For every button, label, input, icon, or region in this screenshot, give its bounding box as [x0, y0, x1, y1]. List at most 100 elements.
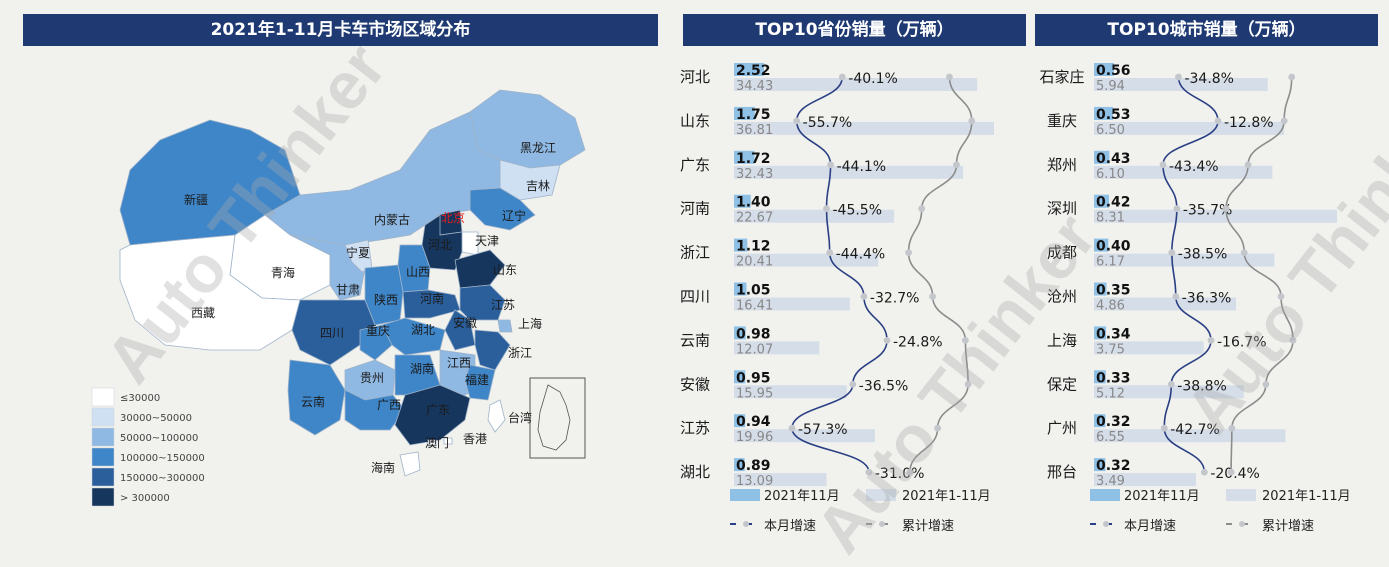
cumulative-bar-4	[734, 253, 879, 267]
cumulative-bar-3	[734, 209, 895, 223]
monthly-growth-label-2: -43.4%	[1169, 159, 1219, 175]
region-7	[289, 234, 366, 301]
monthly-growth-point-3	[1173, 205, 1181, 213]
category-label-7: 安徽	[680, 375, 710, 393]
legend-monthly-swatch	[730, 489, 760, 501]
monthly-growth-label-6: -16.7%	[1217, 334, 1267, 350]
cumulative-bar-9	[1094, 473, 1197, 487]
cumulative-bar-2	[734, 165, 964, 179]
monthly-bar-0	[734, 63, 764, 76]
monthly-growth-label-3: -35.7%	[1183, 203, 1233, 219]
region-label-27: 云南	[301, 394, 325, 409]
cumulative-value-4: 6.17	[1096, 255, 1125, 270]
category-label-2: 广东	[680, 156, 710, 174]
monthly-growth-label-1: -12.8%	[1224, 115, 1274, 131]
region-label-11: 河北	[428, 238, 452, 252]
monthly-growth-label-7: -36.5%	[859, 378, 909, 394]
monthly-bar-4	[734, 238, 748, 252]
cumulative-bar-4	[1094, 253, 1275, 267]
monthly-growth-label-4: -38.5%	[1178, 247, 1228, 263]
monthly-growth-label-9: -20.4%	[1210, 466, 1260, 482]
cumulative-bar-5	[1094, 297, 1237, 311]
monthly-growth-point-3	[823, 205, 830, 213]
cumulative-value-2: 6.10	[1096, 167, 1125, 182]
cumulative-value-1: 36.81	[736, 123, 773, 138]
monthly-value-2: 0.43	[1096, 151, 1131, 167]
monthly-value-5: 0.35	[1096, 283, 1131, 299]
cumulative-value-8: 19.96	[736, 430, 773, 445]
monthly-bar-1	[1094, 106, 1113, 120]
cumulative-growth-point-0	[1288, 73, 1296, 81]
cumulative-value-9: 3.49	[1096, 474, 1125, 489]
legend-monthly-swatch	[1090, 489, 1120, 501]
cumulative-value-1: 6.50	[1096, 123, 1125, 138]
monthly-growth-label-5: -32.7%	[870, 291, 920, 307]
category-label-8: 广州	[1047, 419, 1077, 437]
region-label-26: 福建	[465, 372, 489, 387]
cumulative-growth-point-1	[968, 117, 976, 125]
legend-swatch-5	[91, 487, 115, 507]
monthly-growth-point-8	[788, 424, 796, 432]
legend-label-4: 150000~300000	[120, 473, 205, 484]
monthly-growth-point-8	[1160, 424, 1168, 432]
monthly-bar-8	[1094, 414, 1106, 428]
legend-swatch-4	[91, 467, 115, 487]
region-label-5: 青海	[271, 265, 295, 280]
cumulative-growth-point-8	[934, 424, 941, 432]
monthly-growth-label-5: -36.3%	[1182, 291, 1232, 307]
legend-monthly-label: 2021年11月	[764, 489, 840, 504]
map-regions	[119, 89, 586, 477]
cumulative-growth-point-3	[918, 205, 926, 213]
cumulative-value-0: 5.94	[1096, 79, 1125, 94]
legend-monthly-growth-label: 本月增速	[764, 519, 816, 534]
monthly-bar-3	[1094, 194, 1109, 208]
legend-label-1: 30000~50000	[120, 413, 192, 424]
region-label-21: 湖北	[411, 322, 435, 337]
legend-cumulative-swatch	[1226, 489, 1256, 501]
region-26	[464, 364, 496, 401]
cumulative-growth-point-7	[1262, 380, 1270, 388]
region-label-9: 北京	[441, 211, 465, 225]
monthly-growth-label-2: -44.1%	[837, 159, 887, 175]
category-label-1: 山东	[680, 112, 710, 130]
cumulative-value-7: 15.95	[736, 386, 773, 401]
cumulative-value-3: 22.67	[736, 211, 773, 226]
region-label-20: 重庆	[366, 324, 390, 338]
region-31	[443, 437, 453, 445]
cumulative-growth-point-5	[929, 293, 937, 300]
cumulative-bar-9	[734, 473, 827, 487]
monthly-bar-0	[1094, 63, 1114, 76]
category-label-4: 成都	[1047, 244, 1077, 262]
legend-swatch-0	[91, 387, 115, 407]
monthly-value-4: 0.40	[1096, 239, 1131, 255]
legend-swatch-3	[91, 447, 115, 467]
monthly-bar-3	[734, 194, 751, 208]
category-label-7: 保定	[1047, 375, 1077, 393]
cumulative-growth-point-6	[961, 337, 969, 344]
legend-swatch-1	[91, 407, 115, 427]
monthly-value-8: 0.32	[1096, 414, 1131, 430]
monthly-value-6: 0.34	[1096, 326, 1131, 342]
cumulative-growth-point-1	[1280, 117, 1288, 125]
region-label-24: 湖南	[410, 361, 434, 376]
cumulative-growth-point-4	[905, 249, 912, 256]
region-25	[439, 349, 476, 401]
monthly-growth-label-6: -24.8%	[893, 334, 943, 350]
monthly-growth-label-8: -57.3%	[798, 422, 848, 438]
region-18	[444, 309, 476, 351]
legend-cumulative-growth-dot	[879, 521, 885, 527]
category-label-3: 深圳	[1047, 200, 1077, 218]
region-label-22: 浙江	[508, 346, 532, 360]
legend-cumulative-label: 2021年1-11月	[902, 489, 991, 504]
province-chart-title: TOP10省份销量（万辆）	[683, 14, 1026, 46]
legend-cumulative-swatch	[866, 489, 896, 501]
legend-label-0: ≤30000	[120, 393, 160, 404]
cumulative-growth-point-7	[964, 380, 972, 388]
region-label-25: 江西	[447, 356, 471, 370]
monthly-growth-point-6	[883, 337, 891, 344]
legend-swatch-2	[91, 427, 115, 447]
cumulative-bar-1	[734, 121, 994, 135]
legend-monthly-growth-dot	[1103, 521, 1109, 527]
cumulative-growth-point-5	[1277, 293, 1285, 300]
